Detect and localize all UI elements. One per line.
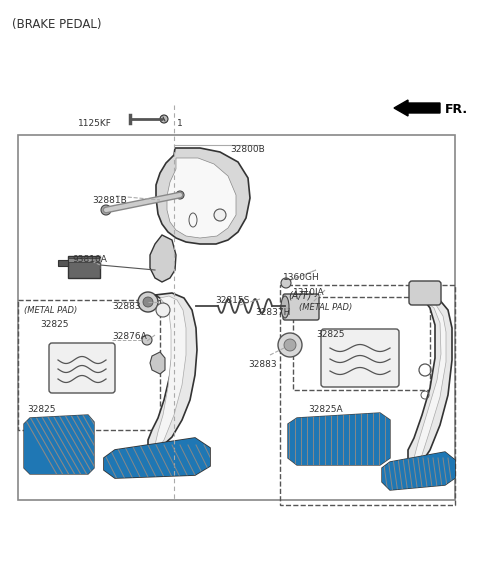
Bar: [293, 297, 430, 390]
Text: (METAL PAD): (METAL PAD): [24, 306, 77, 315]
Bar: [68, 256, 100, 278]
Text: 32825: 32825: [316, 330, 345, 339]
Text: 32825: 32825: [40, 320, 69, 329]
Text: 32837H: 32837H: [255, 308, 290, 317]
Text: (METAL PAD): (METAL PAD): [299, 303, 352, 312]
Text: (A/T): (A/T): [288, 291, 312, 301]
Text: 32815S: 32815S: [215, 296, 250, 305]
Bar: [68, 258, 100, 262]
Circle shape: [288, 300, 304, 316]
Text: 1360GH: 1360GH: [283, 273, 320, 282]
Circle shape: [278, 333, 302, 357]
Polygon shape: [288, 413, 390, 465]
Polygon shape: [288, 413, 390, 465]
Text: 32883: 32883: [248, 360, 276, 369]
Bar: [58, 260, 68, 266]
Circle shape: [142, 335, 152, 345]
Polygon shape: [414, 300, 446, 462]
Circle shape: [160, 115, 168, 123]
Ellipse shape: [281, 296, 289, 318]
Circle shape: [284, 339, 296, 351]
Text: 1125KF: 1125KF: [78, 119, 112, 128]
Polygon shape: [408, 295, 452, 467]
Circle shape: [156, 303, 170, 317]
Bar: [18, 135, 455, 500]
Text: 1: 1: [177, 119, 183, 128]
Polygon shape: [104, 438, 210, 478]
Circle shape: [292, 304, 300, 312]
FancyArrow shape: [394, 100, 440, 116]
Text: 32800B: 32800B: [230, 145, 265, 154]
Polygon shape: [104, 438, 210, 478]
FancyBboxPatch shape: [283, 294, 319, 320]
Text: 1310JA: 1310JA: [293, 288, 324, 297]
Polygon shape: [167, 158, 236, 238]
Polygon shape: [24, 415, 94, 474]
Text: 32825: 32825: [27, 405, 56, 414]
Text: 32825A: 32825A: [308, 405, 343, 414]
Polygon shape: [382, 452, 455, 490]
FancyBboxPatch shape: [409, 281, 441, 305]
Bar: [18, 300, 160, 430]
Text: (BRAKE PEDAL): (BRAKE PEDAL): [12, 18, 101, 31]
Polygon shape: [24, 415, 94, 474]
FancyBboxPatch shape: [49, 343, 115, 393]
Text: 93810A: 93810A: [72, 255, 107, 264]
Circle shape: [281, 278, 291, 288]
FancyBboxPatch shape: [321, 329, 399, 387]
Polygon shape: [382, 452, 455, 490]
Circle shape: [143, 297, 153, 307]
Polygon shape: [150, 352, 165, 374]
Polygon shape: [155, 296, 186, 448]
Text: FR.: FR.: [445, 103, 468, 116]
Polygon shape: [150, 235, 176, 282]
Text: 32881B: 32881B: [92, 196, 127, 205]
Text: 32883: 32883: [112, 302, 141, 311]
Circle shape: [101, 205, 111, 215]
Polygon shape: [156, 148, 250, 244]
Text: 32876A: 32876A: [112, 332, 147, 341]
Polygon shape: [148, 293, 197, 452]
Circle shape: [214, 209, 226, 221]
Bar: [280, 285, 455, 505]
Circle shape: [138, 292, 158, 312]
Circle shape: [176, 191, 184, 199]
